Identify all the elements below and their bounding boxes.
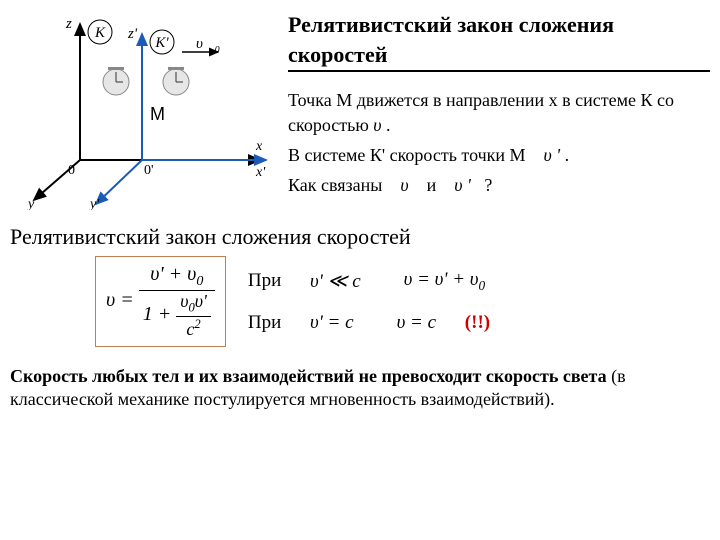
v0-label: υ⃗0 (196, 36, 220, 56)
label-O: 0 (68, 163, 75, 178)
cond1-right: υ = υ' + υ (404, 269, 479, 290)
para1-a: Точка М движется в направлении х в систе… (288, 90, 674, 134)
cond1-left: υ' ≪ c (310, 270, 361, 293)
sym-vp-2: υ ' (454, 175, 471, 195)
label-Kp: K' (154, 35, 169, 51)
sym-v-2: υ (400, 175, 408, 195)
sym-vp-1: υ ' (544, 145, 561, 165)
formula-box: υ = υ' + υ0 1 + υ0υ' c2 (95, 256, 226, 347)
clock-icon-K (103, 67, 129, 95)
label-yp: y' (88, 197, 100, 210)
conclusion-bold: Скорость любых тел и их взаимодействий н… (10, 366, 607, 386)
label-M: М (150, 104, 165, 124)
cond1-right-sub: 0 (479, 278, 486, 293)
cond2-left: υ' = c (310, 312, 354, 334)
cond2-label: При (248, 312, 281, 334)
cond1-label: При (248, 270, 281, 292)
para3-c: ? (484, 175, 492, 195)
label-z: z (65, 16, 72, 32)
para2-a: В системе К' скорость точки М (288, 145, 530, 165)
label-xp: x' (255, 165, 266, 180)
cond2-right: υ = c (397, 312, 436, 334)
label-x: x (255, 139, 263, 154)
label-zp: z' (127, 26, 138, 42)
para3-a: Как связаны (288, 175, 387, 195)
label-Op: 0' (144, 163, 154, 178)
clock-icon-Kp (163, 67, 189, 95)
reference-frames-diagram: K K' z z' υ⃗0 0 0' (10, 10, 280, 210)
exclaim: (!!) (465, 312, 490, 334)
sym-v-1: υ (373, 115, 381, 135)
formula-lhs: υ (106, 289, 115, 311)
formula-den-exp: 2 (194, 317, 200, 331)
label-y: y (26, 197, 35, 210)
label-K: K (94, 25, 106, 41)
formula-den-num2: υ' (195, 291, 207, 311)
subtitle: Релятивистский закон сложения скоростей (10, 224, 710, 250)
formula-den-pre: 1 + (143, 303, 172, 325)
formula-num: υ' + υ (150, 263, 196, 285)
para1-b: . (386, 115, 391, 135)
formula-num-sub: 0 (196, 274, 203, 289)
main-title: Релятивистский закон сложения скоростей (288, 10, 710, 72)
para2-b: . (565, 145, 570, 165)
para3-b: и (427, 175, 437, 195)
